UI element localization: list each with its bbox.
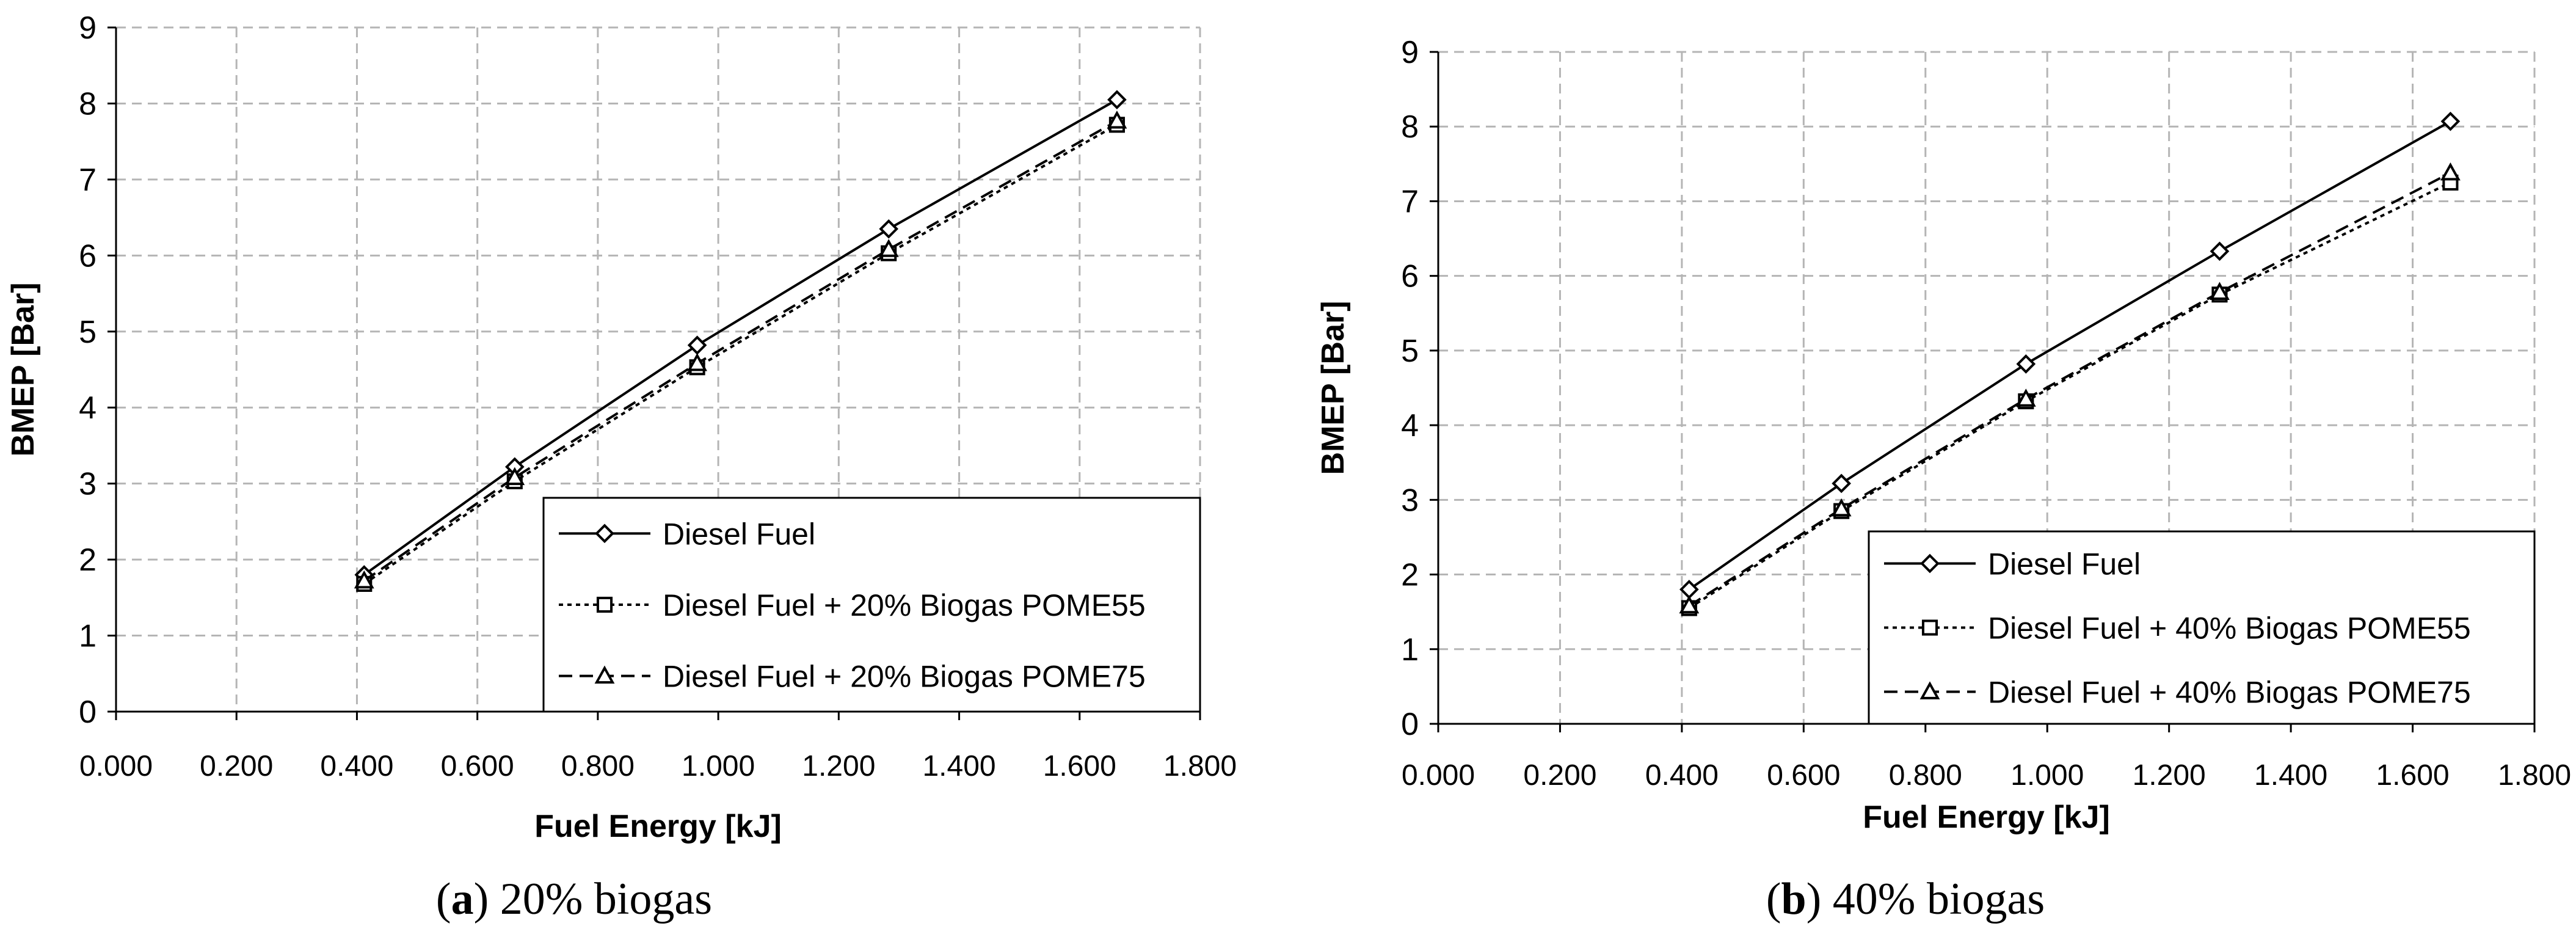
legend-marker-b-0	[1920, 553, 1940, 574]
caption-panel-a-letter: a	[451, 874, 474, 924]
y-tick-label-a-4: 4	[79, 390, 96, 426]
data-point-b-2-4	[2440, 162, 2461, 181]
legend-b: Diesel Fuel Diesel Fuel + 40% Biogas POME…	[1868, 530, 2536, 725]
data-point-a-0-4	[1107, 90, 1127, 110]
caption-panel-a-text: 20% biogas	[489, 874, 713, 924]
x-tick-label-b-8: 1.600	[2376, 759, 2449, 792]
y-tick-label-b-4: 4	[1401, 408, 1419, 443]
x-tick-label-b-0: 0.000	[1402, 759, 1475, 792]
data-point-b-2-3	[2210, 282, 2230, 300]
caption-panel-b-letter: b	[1781, 874, 1806, 924]
x-axis-title-b: Fuel Energy [kJ]	[1863, 800, 2110, 835]
legend-marker-b-2	[1919, 681, 1940, 699]
x-tick-label-a-0: 0.000	[79, 750, 153, 782]
x-tick-label-b-6: 1.200	[2133, 759, 2206, 792]
x-tick-label-b-5: 1.000	[2010, 759, 2084, 792]
x-tick-label-a-4: 0.800	[561, 750, 635, 782]
caption-panel-b-text: 40% biogas	[1821, 874, 2045, 924]
data-point-a-0-3	[879, 219, 899, 239]
legend-label-b-2: Diesel Fuel + 40% Biogas POME75	[1988, 676, 2471, 710]
x-axis-title-a: Fuel Energy [kJ]	[534, 809, 782, 844]
x-tick-label-a-5: 1.000	[682, 750, 755, 782]
y-tick-label-b-2: 2	[1401, 558, 1419, 593]
y-axis-title-b: BMEP [Bar]	[1315, 301, 1351, 475]
caption-panel-a: (a) 20% biogas	[435, 874, 713, 924]
legend-marker-a-2	[594, 665, 615, 684]
y-tick-label-a-9: 9	[79, 10, 96, 46]
data-point-b-0-0	[1679, 580, 1699, 599]
data-point-a-2-3	[878, 239, 899, 257]
legend-box-b	[1868, 530, 2536, 725]
legend-label-b-1: Diesel Fuel + 40% Biogas POME55	[1988, 611, 2471, 646]
data-point-b-0-2	[2016, 354, 2036, 374]
x-tick-label-a-7: 1.400	[922, 750, 995, 782]
legend-box-a	[542, 497, 1201, 713]
legend-a: Diesel Fuel Diesel Fuel + 20% Biogas POME…	[542, 497, 1201, 713]
y-tick-label-a-8: 8	[79, 86, 96, 122]
x-tick-label-b-4: 0.800	[1889, 759, 1962, 792]
data-point-a-0-2	[687, 335, 707, 356]
x-tick-label-a-2: 0.400	[320, 750, 393, 782]
x-tick-label-b-2: 0.400	[1645, 759, 1719, 792]
data-point-a-2-4	[1107, 110, 1127, 129]
x-tick-label-a-1: 0.200	[200, 750, 273, 782]
chart-panel-b: 0 1 2 3 4 5 6 7 8 9 0.000 0.200 0.400 0.600 0.800 1.000…	[1315, 35, 2571, 835]
data-point-b-0-3	[2210, 241, 2230, 261]
data-point-a-2-2	[687, 352, 707, 371]
legend-marker-b-1	[1921, 619, 1938, 636]
y-tick-label-b-0: 0	[1401, 707, 1419, 742]
x-tick-label-a-8: 1.600	[1043, 750, 1116, 782]
chart-panel-a: 0 1 2 3 4 5 6 7 8 9 0.000 0.200 0.400 0.600 0.800 1.000…	[5, 10, 1237, 844]
y-tick-label-a-2: 2	[79, 542, 96, 578]
data-point-a-2-0	[354, 570, 374, 589]
data-point-b-2-0	[1679, 595, 1700, 614]
data-point-b-2-1	[1831, 498, 1852, 517]
data-point-b-2-2	[2015, 388, 2036, 407]
y-tick-label-a-3: 3	[79, 467, 96, 502]
x-tick-label-b-9: 1.800	[2498, 759, 2571, 792]
y-tick-label-a-7: 7	[79, 162, 96, 198]
y-tick-label-b-5: 5	[1401, 334, 1419, 369]
y-tick-label-b-9: 9	[1401, 35, 1419, 70]
y-tick-label-a-0: 0	[79, 695, 96, 730]
x-tick-label-b-7: 1.400	[2254, 759, 2327, 792]
y-tick-label-b-7: 7	[1401, 184, 1419, 219]
x-tick-label-a-3: 0.600	[441, 750, 514, 782]
x-tick-label-a-9: 1.800	[1163, 750, 1237, 782]
caption-panel-b: (b) 40% biogas	[1766, 874, 2045, 924]
y-tick-label-a-6: 6	[79, 238, 96, 274]
y-axis-title-a: BMEP [Bar]	[5, 282, 41, 456]
data-point-a-2-1	[504, 467, 525, 486]
legend-label-a-2: Diesel Fuel + 20% Biogas POME75	[663, 660, 1146, 694]
legend-marker-a-1	[596, 596, 613, 613]
y-tick-label-b-1: 1	[1401, 632, 1419, 668]
y-tick-label-b-8: 8	[1401, 109, 1419, 145]
data-point-b-0-1	[1832, 473, 1851, 494]
x-tick-label-a-6: 1.200	[802, 750, 875, 782]
y-tick-label-b-3: 3	[1401, 483, 1419, 518]
x-tick-label-b-1: 0.200	[1523, 759, 1596, 792]
data-point-b-0-4	[2440, 111, 2461, 131]
x-tick-label-b-3: 0.600	[1767, 759, 1840, 792]
y-tick-label-a-1: 1	[79, 619, 96, 654]
legend-label-a-0: Diesel Fuel	[663, 517, 815, 551]
legend-marker-a-0	[595, 523, 614, 544]
legend-label-a-1: Diesel Fuel + 20% Biogas POME55	[663, 588, 1146, 622]
legend-label-b-0: Diesel Fuel	[1988, 547, 2141, 582]
y-tick-label-a-5: 5	[79, 315, 96, 350]
y-tick-label-b-6: 6	[1401, 259, 1419, 294]
